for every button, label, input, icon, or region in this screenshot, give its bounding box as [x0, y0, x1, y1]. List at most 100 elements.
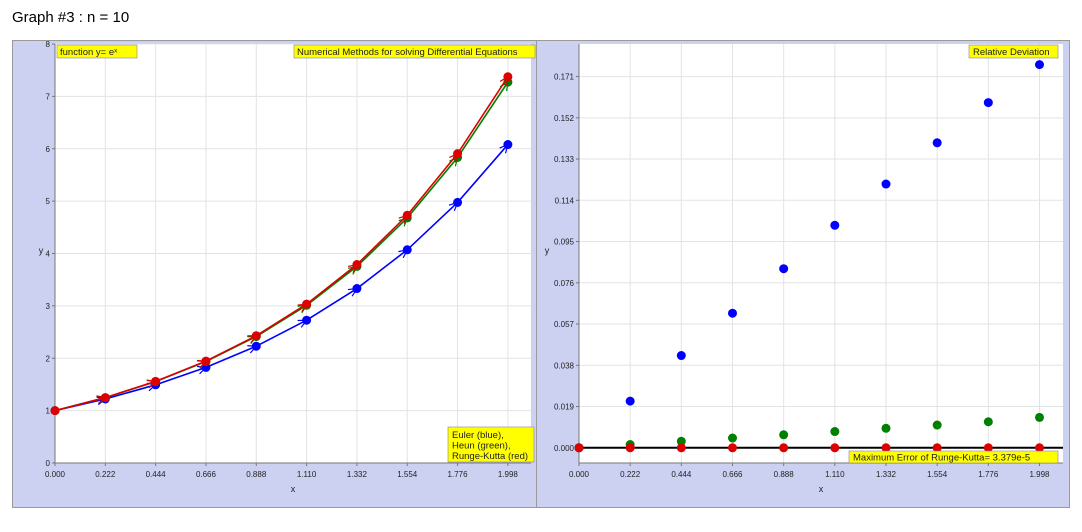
series-0-point — [779, 264, 789, 274]
x-tick-label: 0.222 — [620, 470, 641, 479]
series-2-point — [727, 443, 737, 453]
series-0-point — [727, 308, 737, 318]
x-tick-label: 1.998 — [498, 470, 519, 479]
y-axis-label: y — [545, 246, 550, 256]
y-tick-label: 0.057 — [554, 320, 575, 329]
right-chart-panel: 0.000 0.222 0.444 0.666 0.888 1.110 1.332 1.554… — [536, 40, 1070, 508]
series-2-point — [625, 443, 635, 453]
title-box — [968, 44, 1059, 59]
x-tick-label: 1.554 — [927, 470, 948, 479]
series-2-point — [352, 260, 362, 270]
y-tick-label: 0 — [46, 459, 51, 468]
x-tick-label: 0.666 — [722, 470, 743, 479]
chart-title: Numerical Methods for solving Differenti… — [297, 47, 518, 58]
series-1-point — [983, 417, 993, 427]
series-2-point — [302, 299, 312, 309]
series-0-point — [352, 284, 362, 294]
left-chart-panel: 0.000 0.222 0.444 0.666 0.888 1.110 1.332 1.554… — [12, 40, 537, 508]
y-tick-label: 0.019 — [554, 403, 575, 412]
series-2-point — [201, 356, 211, 366]
title-box — [293, 44, 536, 59]
x-tick-label: 1.332 — [347, 470, 368, 479]
chart-title: Relative Deviation — [973, 47, 1050, 58]
y-tick-label: 6 — [46, 145, 51, 154]
series-0-point — [453, 197, 463, 207]
series-0-point — [830, 220, 840, 230]
series-0-point — [625, 396, 635, 406]
series-2-line — [54, 76, 509, 412]
series-0-point — [503, 140, 513, 150]
function-label-box — [56, 44, 138, 59]
x-tick-label: 0.444 — [671, 470, 692, 479]
legend-entry: Heun (green), — [452, 441, 511, 452]
x-tick-label: 1.776 — [448, 470, 469, 479]
y-tick-label: 0.076 — [554, 279, 575, 288]
series-2-point — [830, 443, 840, 453]
series-2-point — [676, 443, 686, 453]
x-tick-label: 0.666 — [196, 470, 217, 479]
x-tick-label: 1.110 — [297, 470, 317, 479]
series-2-point — [453, 149, 463, 159]
y-tick-label: 0.133 — [554, 155, 575, 164]
series-1-point — [727, 433, 737, 443]
series-0-point — [251, 341, 261, 351]
legend-box — [447, 426, 535, 463]
x-tick-label: 0.444 — [146, 470, 167, 479]
y-tick-label: 4 — [46, 250, 51, 259]
legend-entry: Euler (blue), — [452, 430, 504, 441]
series-0-point — [932, 138, 942, 148]
series-1-point — [830, 427, 840, 437]
series-group — [50, 72, 513, 416]
y-tick-label: 0.114 — [555, 196, 575, 205]
series-0-line — [54, 144, 509, 412]
max-error-annotation: Maximum Error of Runge-Kutta= 3.379e-5 — [853, 453, 1030, 464]
series-0-point — [983, 98, 993, 108]
series-2-point — [50, 406, 60, 416]
x-tick-label: 1.332 — [876, 470, 897, 479]
y-tick-label: 0.171 — [554, 73, 575, 82]
series-2-point — [881, 443, 891, 453]
relative-deviation-chart: 0.000 0.222 0.444 0.666 0.888 1.110 1.332 1.554… — [545, 44, 1063, 494]
legend-entry: Runge-Kutta (red) — [452, 451, 528, 462]
series-1-point — [676, 436, 686, 446]
x-tick-label: 1.110 — [825, 470, 845, 479]
series-2-point — [402, 210, 412, 220]
series-2-point — [151, 376, 161, 386]
y-tick-label: 0.038 — [554, 361, 575, 370]
series-group — [574, 60, 1044, 453]
y-axis-label: y — [39, 246, 44, 256]
series-2-point — [251, 331, 261, 341]
series-2-point — [574, 443, 584, 453]
annotation-box — [848, 450, 1059, 464]
y-tick-label: 3 — [46, 302, 51, 311]
series-2-point — [779, 443, 789, 453]
x-tick-label: 1.554 — [397, 470, 418, 479]
x-tick-label: 0.000 — [569, 470, 590, 479]
y-tick-label: 2 — [46, 354, 51, 363]
y-tick-label: 7 — [46, 92, 51, 101]
x-tick-label: 1.998 — [1029, 470, 1050, 479]
x-tick-label: 0.888 — [246, 470, 267, 479]
series-1-point — [881, 423, 891, 433]
plot-area — [579, 44, 1063, 463]
numerical-methods-chart: 0.000 0.222 0.444 0.666 0.888 1.110 1.332 1.554… — [39, 41, 536, 494]
y-tick-label: 0.000 — [554, 444, 575, 453]
series-0-point — [302, 315, 312, 325]
series-2-point — [100, 393, 110, 403]
series-0-point — [676, 351, 686, 361]
series-2-point — [1034, 443, 1044, 453]
x-tick-label: 0.888 — [774, 470, 795, 479]
series-2-point — [503, 72, 513, 82]
series-0-point — [881, 179, 891, 189]
series-1-point — [779, 430, 789, 440]
y-tick-label: 0.152 — [554, 114, 575, 123]
page-title: Graph #3 : n = 10 — [12, 9, 130, 26]
series-0-point — [402, 245, 412, 255]
series-0-point — [1034, 60, 1044, 70]
x-axis-label: x — [819, 484, 824, 494]
x-tick-label: 1.776 — [978, 470, 999, 479]
series-1-point — [1034, 412, 1044, 422]
function-label: function y= eˣ — [60, 47, 118, 58]
series-1-point — [932, 420, 942, 430]
y-tick-label: 1 — [46, 407, 51, 416]
